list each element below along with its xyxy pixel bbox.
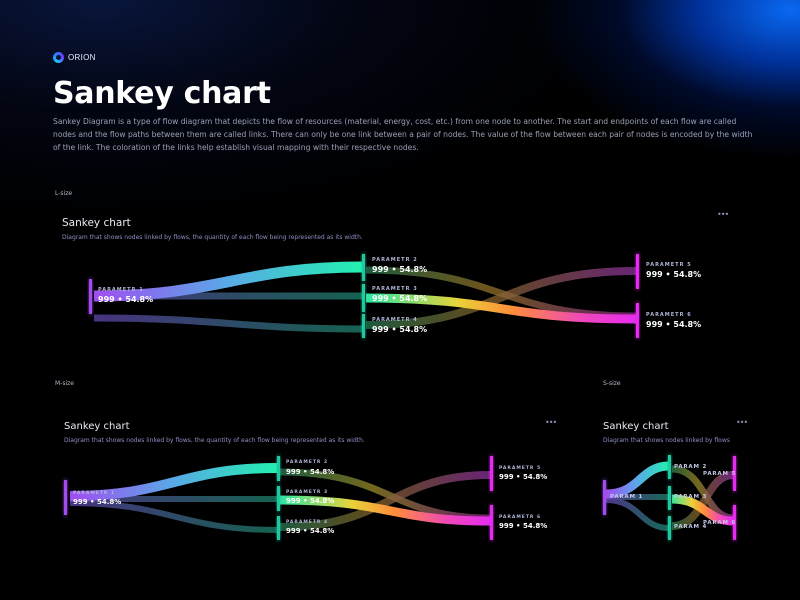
s-node-bar-6[interactable] [733,505,736,540]
s-node-label-4: PARAM 4 [674,524,708,530]
link-1-2 [93,261,363,302]
s-node-label-2: PARAM 2 [674,464,708,470]
node-value-6: 999 • 54.8% [646,320,702,329]
more-horizontal-icon[interactable]: ••• [545,418,557,427]
m-node-value-2: 999 • 54.8% [286,468,335,476]
card-subtitle-small: Diagram that shows nodes linked by flows [603,437,730,444]
s-node-bar-1[interactable] [603,480,606,515]
m-node-label-2: PARAMETR 2 [286,460,329,465]
s-node-bar-2[interactable] [668,455,671,479]
m-node-label-3: PARAMETR 3 [286,490,329,495]
s-node-label-5: PARAM 5 [703,471,737,477]
page-title: Sankey chart [53,76,271,111]
m-node-value-3: 999 • 54.8% [286,497,335,505]
node-value-4: 999 • 54.8% [372,325,428,334]
card-subtitle-medium: Diagram that shows nodes linked by flows… [64,437,365,444]
m-node-value-1: 999 • 54.8% [73,498,122,506]
brand: ORION [53,52,96,63]
card-title-medium: Sankey chart [64,421,130,432]
node-bar-2[interactable] [362,254,365,281]
link-3-6 [365,293,637,324]
s-node-label-1: PARAM 1 [610,494,644,500]
size-label-small: S-size [603,380,621,387]
m-node-bar-4[interactable] [277,516,280,540]
node-label-1: PARAMETR 1 [98,287,144,293]
m-node-bar-1[interactable] [64,480,67,515]
node-bar-4[interactable] [362,314,365,338]
brand-name: ORION [68,53,96,62]
m-node-value-4: 999 • 54.8% [286,527,335,535]
link-4-5 [365,267,637,329]
s-link-1-2 [605,461,670,499]
s-node-label-3: PARAM 3 [674,494,708,500]
s-link-4-5 [671,471,734,530]
node-label-6: PARAMETR 6 [646,312,692,318]
page-description: Sankey Diagram is a type of flow diagram… [53,117,753,152]
node-value-5: 999 • 54.8% [646,270,702,279]
card-title-small: Sankey chart [603,421,669,432]
node-bar-1[interactable] [89,279,92,314]
m-node-label-1: PARAMETR 1 [73,491,116,496]
s-node-bar-5[interactable] [733,456,736,491]
more-horizontal-icon[interactable]: ••• [736,418,748,427]
m-node-label-4: PARAMETR 4 [286,520,329,525]
s-node-bar-3[interactable] [668,486,671,510]
card-subtitle-large: Diagram that shows nodes linked by flows… [62,234,363,241]
node-bar-3[interactable] [362,284,365,312]
s-node-bar-4[interactable] [668,516,671,540]
m-node-bar-2[interactable] [277,456,280,481]
m-node-value-5: 999 • 54.8% [499,473,548,481]
node-label-2: PARAMETR 2 [372,257,418,263]
node-label-4: PARAMETR 4 [372,317,418,323]
m-node-label-6: PARAMETR 6 [499,515,542,520]
m-link-4-5 [279,471,491,531]
size-label-medium: M-size [55,380,74,387]
m-node-label-5: PARAMETR 5 [499,466,542,471]
m-node-bar-3[interactable] [277,486,280,511]
m-node-bar-5[interactable] [490,456,493,491]
m-node-bar-6[interactable] [490,505,493,540]
s-link-3-6 [671,494,734,526]
size-label-large: L-size [55,190,73,197]
more-horizontal-icon[interactable]: ••• [717,210,729,219]
m-link-3-6 [279,495,491,526]
node-bar-5[interactable] [636,254,639,289]
m-link-1-4 [69,500,278,533]
m-link-1-2 [69,463,278,501]
node-value-1: 999 • 54.8% [98,295,154,304]
m-node-value-6: 999 • 54.8% [499,522,548,530]
orion-logo-icon [53,52,64,63]
node-bar-6[interactable] [636,303,639,338]
node-value-2: 999 • 54.8% [372,265,428,274]
node-label-3: PARAMETR 3 [372,286,418,292]
link-1-4 [93,314,363,333]
s-node-label-6: PARAM 6 [703,520,737,526]
card-title-large: Sankey chart [62,217,131,229]
node-value-3: 999 • 54.8% [372,294,428,303]
s-link-1-4 [605,497,670,531]
node-label-5: PARAMETR 5 [646,262,692,268]
